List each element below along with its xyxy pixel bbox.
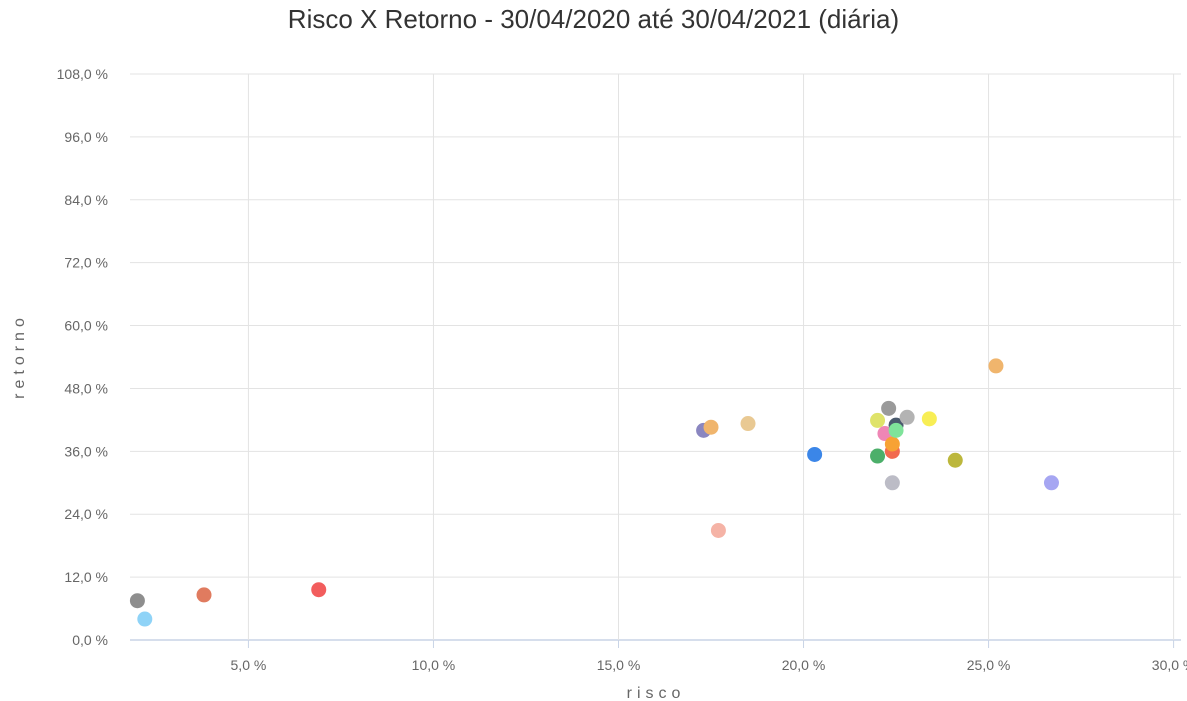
- data-point[interactable]: [884, 436, 900, 452]
- y-tick-label: 48,0 %: [64, 380, 108, 396]
- chart-title: Risco X Retorno - 30/04/2020 até 30/04/2…: [287, 4, 900, 34]
- data-point[interactable]: [884, 475, 900, 491]
- points-layer: [129, 358, 1059, 627]
- x-tick-label: 5,0 %: [231, 657, 267, 673]
- data-point[interactable]: [899, 409, 915, 425]
- x-tick-label: 20,0 %: [782, 657, 826, 673]
- y-tick-label: 12,0 %: [64, 569, 108, 585]
- y-tick-label: 36,0 %: [64, 443, 108, 459]
- data-point[interactable]: [888, 422, 904, 438]
- data-point[interactable]: [703, 419, 719, 435]
- x-tick-label: 30,0 %: [1152, 657, 1187, 673]
- y-tick-label: 96,0 %: [64, 129, 108, 145]
- data-point[interactable]: [710, 522, 726, 538]
- data-point[interactable]: [988, 358, 1004, 374]
- y-tick-label: 24,0 %: [64, 506, 108, 522]
- data-point[interactable]: [129, 593, 145, 609]
- x-axis-label: risco: [627, 685, 686, 701]
- data-point[interactable]: [137, 611, 153, 627]
- x-tick-label: 15,0 %: [597, 657, 641, 673]
- data-point[interactable]: [196, 587, 212, 603]
- y-tick-label: 60,0 %: [64, 318, 108, 334]
- x-tick-label: 10,0 %: [412, 657, 456, 673]
- y-tick-label: 108,0 %: [57, 66, 108, 82]
- data-point[interactable]: [807, 446, 823, 462]
- y-tick-label: 72,0 %: [64, 255, 108, 271]
- y-tick-label: 84,0 %: [64, 192, 108, 208]
- y-tick-label: 0,0 %: [72, 632, 108, 648]
- data-point[interactable]: [921, 411, 937, 427]
- y-axis-label: retorno: [11, 313, 28, 399]
- x-tick-label: 25,0 %: [967, 657, 1011, 673]
- data-point[interactable]: [740, 416, 756, 432]
- data-point[interactable]: [881, 400, 897, 416]
- grid-layer: [130, 73, 1181, 648]
- data-point[interactable]: [870, 448, 886, 464]
- ticks-layer: 0,0 % 12,0 % 24,0 % 36,0 % 48,0 % 60,0 % 72,0 …: [57, 66, 1187, 673]
- data-point[interactable]: [1043, 475, 1059, 491]
- data-point[interactable]: [311, 582, 327, 598]
- data-point[interactable]: [870, 412, 886, 428]
- data-point[interactable]: [947, 452, 963, 468]
